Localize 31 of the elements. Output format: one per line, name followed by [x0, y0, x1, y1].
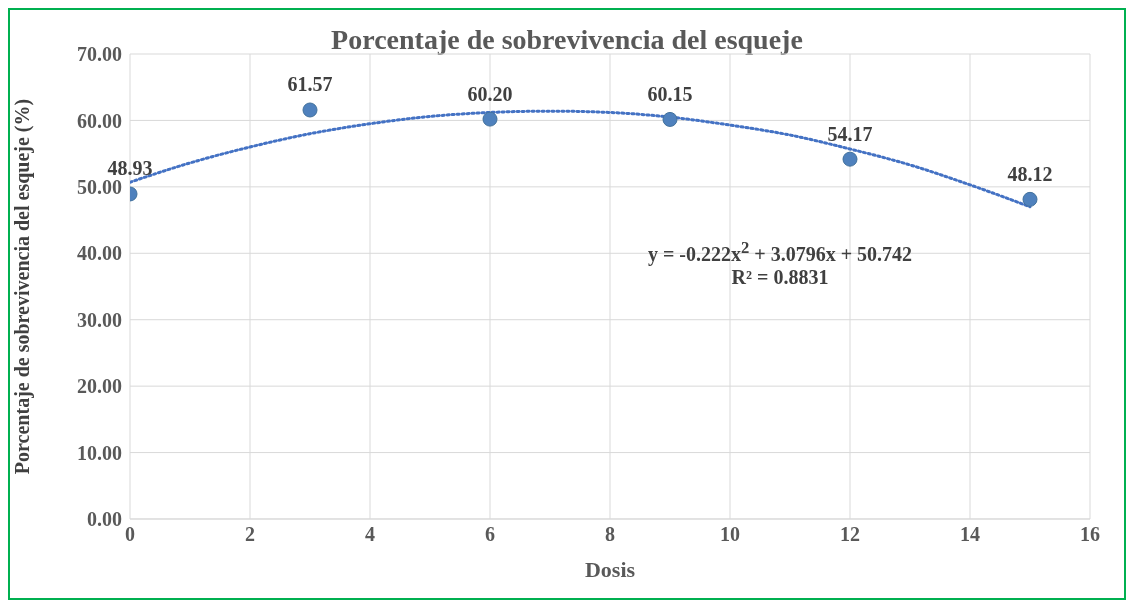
- y-tick-label: 10.00: [77, 441, 122, 464]
- y-axis-title: Porcentaje de sobrevivencia del esqueje (%): [11, 98, 35, 475]
- x-tick-label: 2: [245, 523, 255, 546]
- y-tick-label: 0.00: [87, 508, 122, 531]
- x-tick-label: 14: [960, 523, 980, 546]
- point: [1022, 191, 1038, 207]
- annotation: R² = 0.8831: [730, 266, 830, 289]
- x-tick-label: 8: [605, 523, 615, 546]
- data-label: 61.57: [287, 73, 333, 96]
- annotation: y = -0.222x$^{2}$ + 3.0796x + 50.742: [646, 238, 914, 266]
- y-tick-label: 40.00: [77, 242, 122, 265]
- x-tick-label: 0: [125, 523, 135, 546]
- chart-title: Porcentaje de sobrevivencia del esqueje: [331, 24, 803, 55]
- y-tick-label: 30.00: [77, 308, 122, 331]
- point: [842, 151, 858, 167]
- x-tick-label: 12: [840, 523, 860, 546]
- data-label: 48.12: [1007, 162, 1053, 185]
- data-label: 54.17: [827, 122, 873, 145]
- x-axis-title: Dosis: [584, 557, 636, 582]
- data-label: 60.20: [467, 82, 513, 105]
- y-tick-label: 20.00: [77, 375, 122, 398]
- x-tick-label: 16: [1080, 523, 1100, 546]
- x-tick-label: 6: [485, 523, 495, 546]
- point: [662, 111, 678, 127]
- x-tick-label: 4: [365, 523, 375, 546]
- data-label: 60.15: [647, 82, 693, 105]
- x-tick-label: 10: [720, 523, 740, 546]
- point: [302, 102, 318, 118]
- y-tick-label: 70.00: [77, 43, 122, 66]
- y-tick-label: 60.00: [77, 109, 122, 132]
- point: [482, 111, 498, 127]
